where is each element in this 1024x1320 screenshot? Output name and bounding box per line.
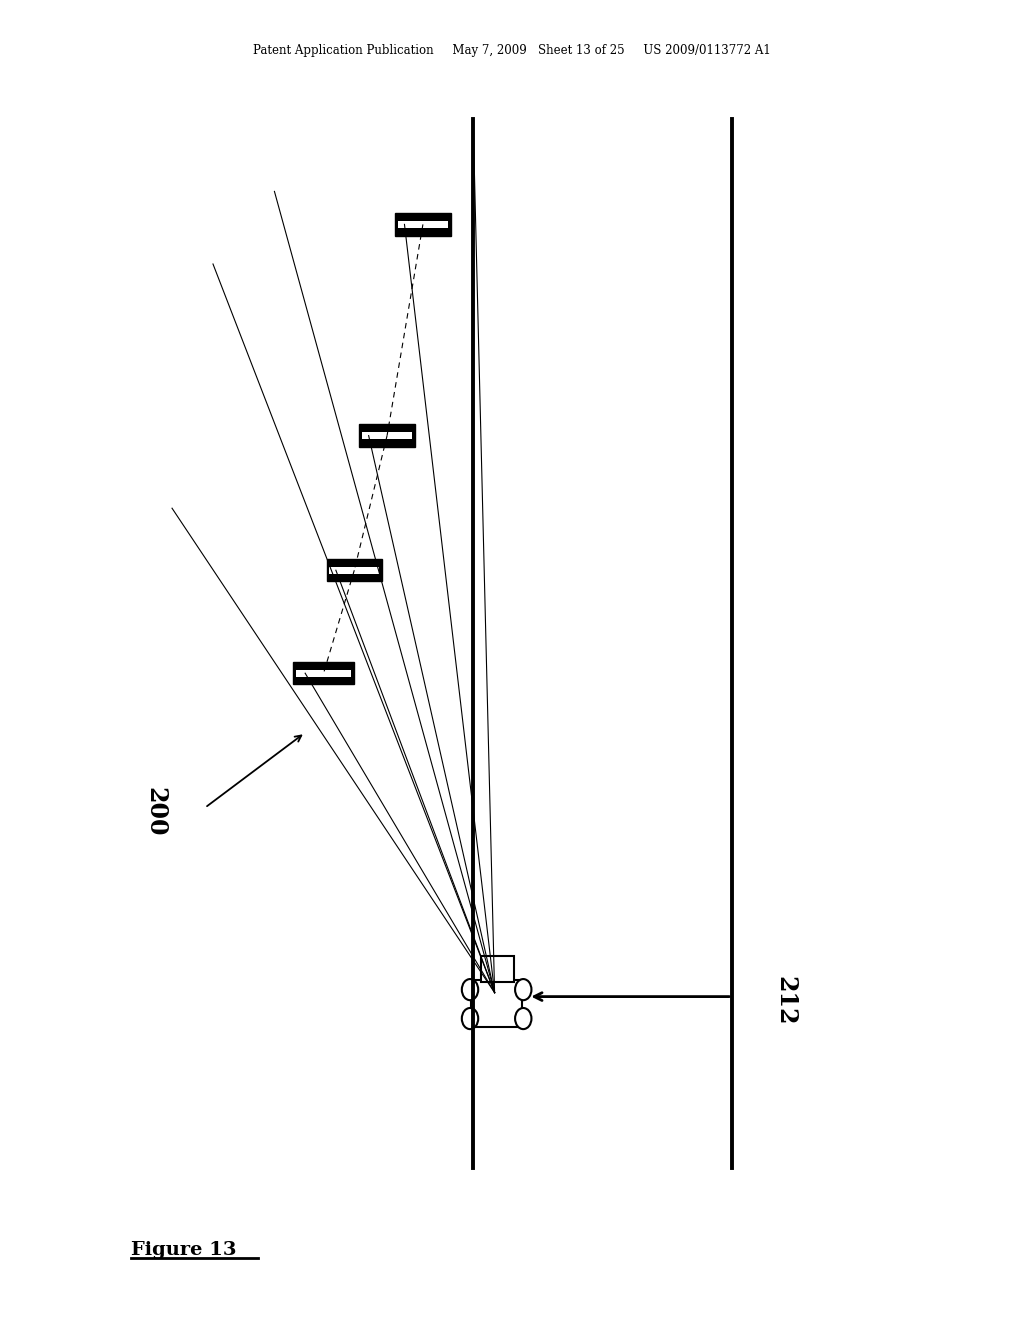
- Circle shape: [462, 1008, 478, 1030]
- Bar: [330, 566, 379, 574]
- Circle shape: [515, 979, 531, 1001]
- Text: Figure 13: Figure 13: [131, 1241, 237, 1259]
- Bar: [398, 220, 447, 228]
- Bar: [296, 669, 351, 677]
- Bar: [293, 663, 354, 685]
- Bar: [471, 981, 522, 1027]
- Text: 200: 200: [143, 787, 168, 837]
- Bar: [481, 957, 514, 982]
- Text: Patent Application Publication     May 7, 2009   Sheet 13 of 25     US 2009/0113: Patent Application Publication May 7, 20…: [253, 44, 771, 57]
- Circle shape: [462, 979, 478, 1001]
- Text: 212: 212: [773, 975, 797, 1026]
- Bar: [327, 558, 382, 581]
- Circle shape: [515, 1008, 531, 1030]
- Bar: [359, 425, 415, 446]
- Bar: [395, 213, 451, 235]
- Bar: [362, 432, 412, 440]
